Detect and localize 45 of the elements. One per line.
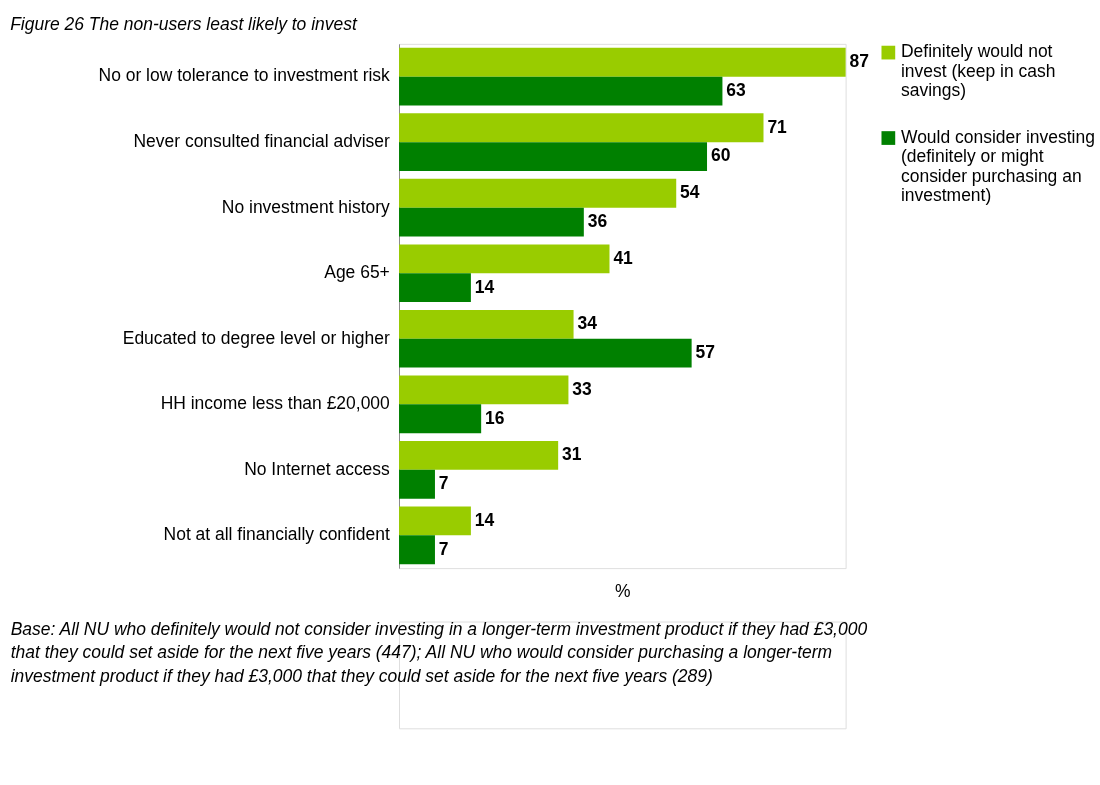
data-label: 16	[485, 407, 505, 428]
bar	[399, 309, 574, 339]
y-tick-label: No Internet access	[244, 458, 391, 479]
data-label: 7	[438, 473, 449, 494]
data-label: 31	[562, 444, 582, 465]
bar	[399, 506, 471, 536]
data-label: 14	[474, 276, 495, 297]
y-tick-label: Never consulted financial adviser	[133, 131, 390, 152]
y-tick-label: Educated to degree level or higher	[122, 327, 390, 348]
data-label: 57	[695, 342, 715, 363]
data-label: 63	[726, 79, 747, 100]
data-label: 71	[767, 116, 788, 137]
data-label: 34	[577, 313, 598, 334]
text: Figure 26 The non-users least likely to invest	[10, 13, 358, 34]
bar	[399, 404, 482, 434]
data-label: 7	[438, 538, 449, 559]
bar	[399, 244, 610, 274]
bar	[399, 375, 569, 405]
bar	[399, 469, 435, 499]
bar	[399, 47, 846, 77]
data-label: 33	[572, 378, 593, 399]
y-tick-label: No investment history	[221, 196, 391, 217]
y-tick-label: Not at all financially confident	[163, 524, 390, 545]
x-axis-title: %	[615, 580, 631, 601]
data-label: 36	[587, 210, 608, 231]
data-label: 87	[849, 51, 869, 72]
bar	[399, 273, 471, 303]
bar	[399, 142, 708, 171]
legend-label: Would consider investing (definitely or might consider purchasing an investment)	[900, 126, 1095, 206]
text: Base: All NU who definitely would not consider investing in a longer-term investment product if they had £3,000 that they could set aside for the next five years (447); All NU who would consider purchasing a longer-term investment product if they had £3,000 that they could set aside for the next five years (289)	[10, 619, 868, 686]
data-label: 14	[474, 509, 495, 530]
bar	[399, 535, 435, 565]
y-tick-label: No or low tolerance to investment risk	[98, 65, 391, 86]
y-tick-label: Age 65+	[324, 262, 390, 283]
bar	[399, 207, 584, 237]
bar	[399, 441, 559, 470]
bar	[399, 76, 723, 106]
legend-label: Definitely would not invest (keep in cash savings)	[900, 41, 1056, 101]
bar	[399, 113, 764, 143]
bar	[399, 338, 692, 368]
bar	[399, 178, 677, 208]
y-tick-label: HH income less than £20,000	[160, 393, 391, 414]
data-label: 54	[680, 182, 700, 203]
data-label: 41	[613, 247, 634, 268]
data-label: 60	[710, 145, 731, 166]
